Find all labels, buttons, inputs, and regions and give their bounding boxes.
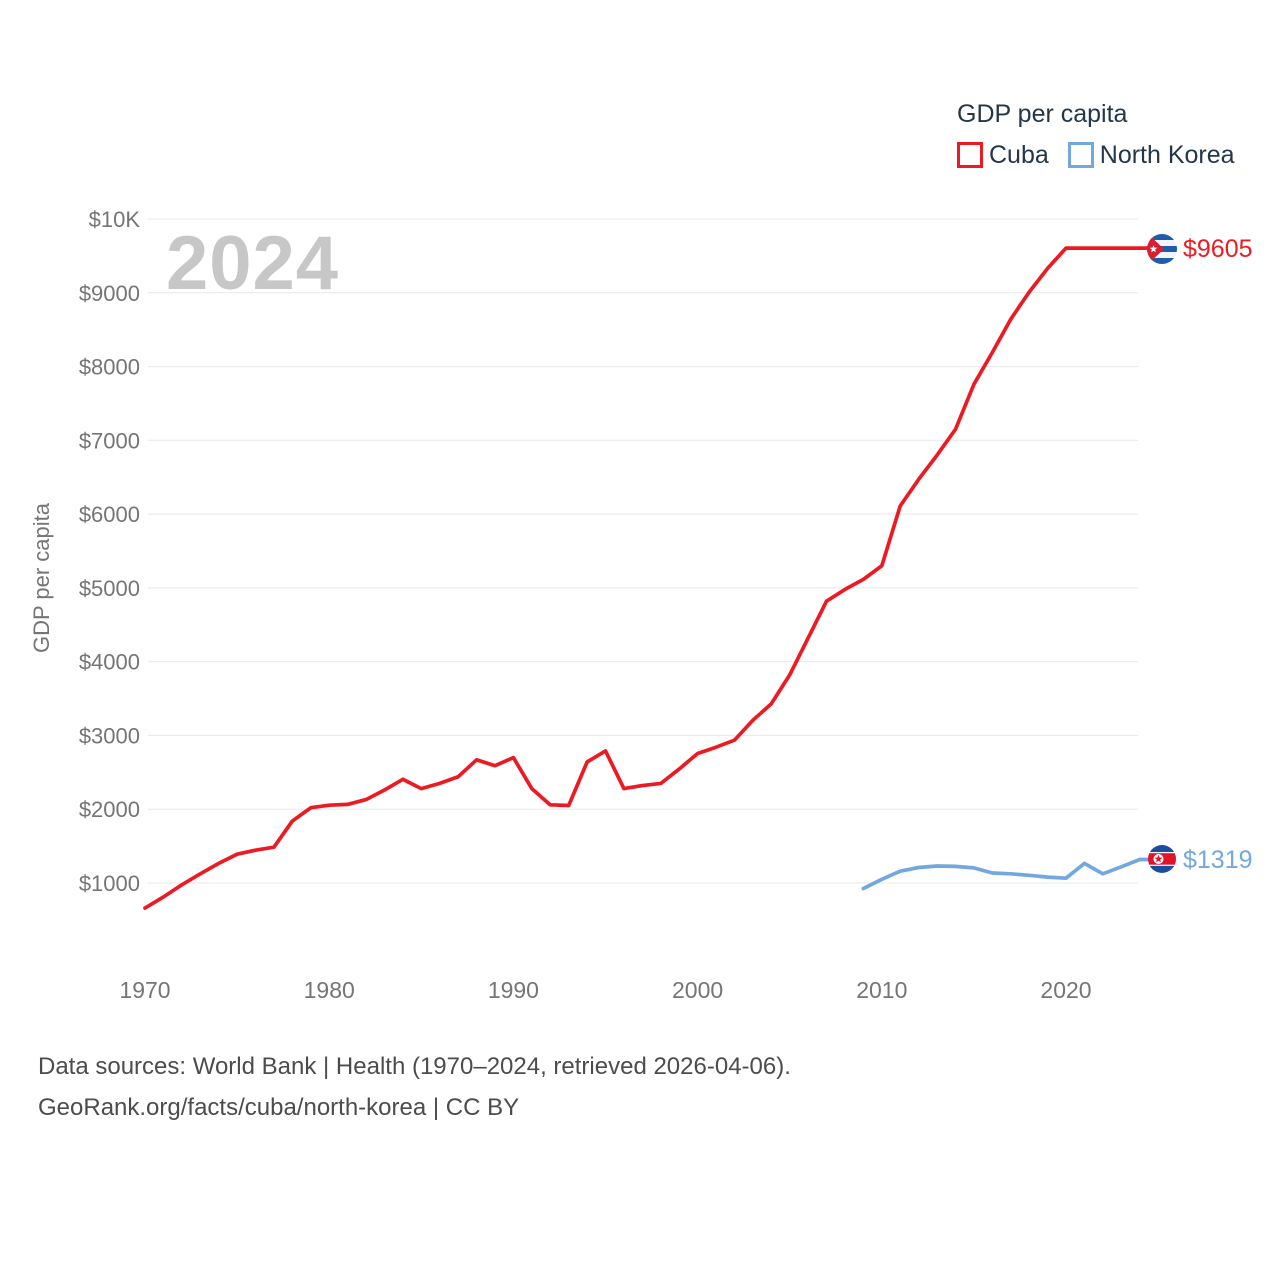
y-axis-tick-label: $4000 — [79, 650, 140, 675]
series-line-cuba — [143, 246, 1152, 910]
y-axis-tick-label: $8000 — [79, 355, 140, 380]
watermark-year: 2024 — [166, 221, 340, 306]
y-axis-tick-label: $1000 — [79, 871, 140, 896]
x-axis-tick-label: 2020 — [1040, 977, 1091, 1003]
x-axis-tick-label: 1980 — [304, 977, 355, 1003]
legend-items: Cuba North Korea — [957, 142, 1235, 168]
x-axis-tick-label: 2000 — [672, 977, 723, 1003]
legend-label-north-korea: North Korea — [1099, 141, 1235, 169]
x-axis-tick-label: 1990 — [488, 977, 539, 1003]
north-korea-flag-icon — [1148, 845, 1176, 873]
series-line-north-korea — [861, 857, 1152, 891]
legend-item-cuba[interactable]: Cuba — [957, 142, 1049, 168]
y-axis-tick-label: $3000 — [79, 723, 140, 748]
y-axis-tick-label: $7000 — [79, 428, 140, 453]
y-axis-title: GDP per capita — [29, 502, 54, 654]
y-axis-tick-label: $10K — [89, 207, 141, 232]
legend-title: GDP per capita — [957, 100, 1128, 128]
y-axis-tick-label: $6000 — [79, 502, 140, 527]
chart-footer: Data sources: World Bank | Health (1970–… — [38, 1046, 791, 1128]
y-axis-tick-label: $5000 — [79, 576, 140, 601]
legend-item-north-korea[interactable]: North Korea — [1067, 141, 1235, 169]
legend-label-cuba: Cuba — [989, 141, 1049, 169]
footer-data-sources: Data sources: World Bank | Health (1970–… — [38, 1053, 791, 1080]
cuba-end-value-label: $9605 — [1183, 235, 1253, 263]
footer-attribution: GeoRank.org/facts/cuba/north-korea | CC … — [38, 1094, 520, 1121]
y-axis-tick-label: $9000 — [79, 281, 140, 306]
cuba-flag-icon — [1147, 234, 1177, 264]
x-axis-tick-label: 2010 — [856, 977, 907, 1003]
y-axis-tick-label: $2000 — [79, 797, 140, 822]
cuba-series-swatch-icon — [957, 142, 983, 168]
chart-legend: GDP per capita Cuba North Korea — [957, 99, 1235, 168]
north-korea-series-swatch-icon — [1067, 142, 1094, 168]
north-korea-end-value-label: $1319 — [1183, 846, 1253, 874]
x-axis-tick-label: 1970 — [119, 977, 170, 1003]
